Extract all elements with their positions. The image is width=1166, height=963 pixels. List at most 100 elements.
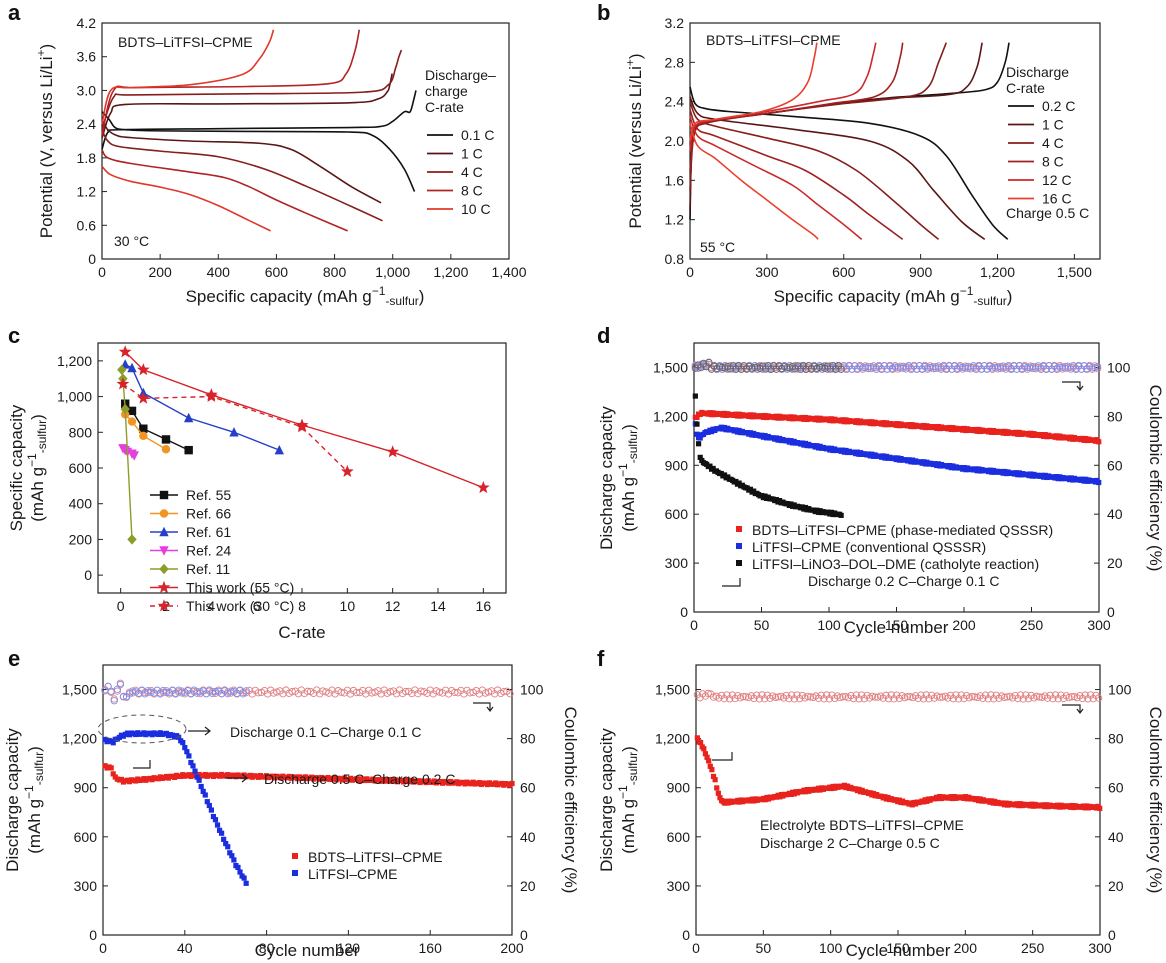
panel-d-ce-point-LiTFSICPMEconventionalQSSSR xyxy=(937,365,945,373)
panel-a-charge-curve-1C xyxy=(101,73,393,139)
panel-d-ytick-label: 0 xyxy=(680,604,688,620)
panel-f-ce-point-BDTSLiTFSICPME xyxy=(871,693,879,701)
panel-b-xtick-label: 0 xyxy=(686,264,694,280)
panel-f-ce-point-BDTSLiTFSICPME xyxy=(1019,695,1027,703)
panel-f-ce-point-BDTSLiTFSICPME xyxy=(917,691,925,699)
panel-f-xtick-label: 300 xyxy=(1088,940,1112,956)
panel-f-ylabel-2: (mAh g−1-sulfur) xyxy=(616,746,640,854)
panel-e-legend-marker xyxy=(292,853,298,859)
panel-a-temperature: 30 °C xyxy=(114,233,149,249)
panel-f-ce-point-BDTSLiTFSICPME xyxy=(911,692,920,700)
panel-f-ce-point-BDTSLiTFSICPME xyxy=(831,694,839,703)
panel-e-capacity-point-LiTFSICPME xyxy=(200,788,206,794)
panel-d-ce-point-LiTFSICPMEconventionalQSSSR xyxy=(972,365,980,373)
panel-d-capacity-point-LiTFSICPMEconventionalQSSSR xyxy=(697,435,703,441)
panel-f-y2tick-label: 100 xyxy=(1108,682,1132,698)
panel-d-right-arrowhead xyxy=(1076,385,1084,391)
panel-d: 0 50 100 150 200 250 30003006009001,2001,50002… xyxy=(597,342,1165,637)
panel-e-ce-point-LiTFSICPME xyxy=(178,689,186,697)
panel-f-ce-point-BDTSLiTFSICPME xyxy=(771,693,780,702)
panel-d-ce-point-LiTFSICPMEconventionalQSSSR xyxy=(905,362,913,370)
panel-c-xtick-label: 14 xyxy=(430,598,446,614)
panel-label-c: c xyxy=(8,323,20,348)
panel-d-capacity-point-LiTFSILiNO3DOLDMEcatholytereaction xyxy=(721,472,728,478)
panel-e-ce-point-BDTSLiTFSICPME xyxy=(319,687,327,695)
panel-c-point-Ref55 xyxy=(161,435,171,444)
panel-c-point-Ref11 xyxy=(127,534,137,545)
panel-c-point-Thiswork30C xyxy=(136,391,150,404)
panel-f-ce-point-BDTSLiTFSICPME xyxy=(822,691,831,699)
panel-f-xtick-label: 0 xyxy=(692,940,700,956)
panel-b-legend-label: 16 C xyxy=(1042,191,1072,207)
panel-a-ytick-label: 1.8 xyxy=(77,150,97,166)
panel-b-xtick-label: 900 xyxy=(909,264,933,280)
panel-b-charge-curve-16C xyxy=(689,42,818,142)
panel-f-capacity-point-BDTSLiTFSICPME xyxy=(697,739,704,746)
panel-d-ce-point-LiTFSICPMEconventionalQSSSR xyxy=(840,361,848,370)
panel-d-ce-point-LiTFSILiNO3DOLDMEcatholytereaction xyxy=(832,365,840,374)
panel-label-e: e xyxy=(8,646,20,671)
panel-c-point-Thiswork55C xyxy=(476,480,490,494)
panel-f-capacity-point-BDTSLiTFSICPME xyxy=(710,773,717,780)
panel-e-capacity-point-LiTFSICPME xyxy=(229,853,235,859)
panel-a-ytick-label: 4.2 xyxy=(77,15,97,31)
panel-d-ce-point-LiTFSICPMEconventionalQSSSR xyxy=(1048,365,1056,373)
panel-f-ce-point-BDTSLiTFSICPME xyxy=(981,691,990,699)
panel-d-legend-label: LiTFSI–CPME (conventional QSSSR) xyxy=(752,539,986,555)
panel-a-ytick-label: 2.4 xyxy=(77,116,97,132)
panel-a-xtick-label: 200 xyxy=(148,264,172,280)
panel-f-ce-point-BDTSLiTFSICPME xyxy=(922,691,930,699)
panel-d-capacity-point-LiTFSILiNO3DOLDMEcatholytereaction xyxy=(695,441,702,447)
panel-d-ce-point-LiTFSICPMEconventionalQSSSR xyxy=(1075,361,1083,370)
panel-e-capacity-point-LiTFSICPME xyxy=(221,836,227,842)
panel-d-ce-point-LiTFSICPMEconventionalQSSSR xyxy=(1042,365,1051,374)
panel-d-ce-point-LiTFSILiNO3DOLDMEcatholytereaction xyxy=(748,364,756,372)
panel-e-capacity-point-LiTFSICPME xyxy=(241,875,247,881)
panel-d-ce-point-LiTFSILiNO3DOLDMEcatholytereaction xyxy=(718,363,726,372)
panel-d-ce-point-LiTFSILiNO3DOLDMEcatholytereaction xyxy=(732,365,740,373)
panel-e-ytick-label: 1,200 xyxy=(62,731,97,747)
panel-e-legend-marker xyxy=(292,870,298,876)
panel-a-legend-title-2: charge xyxy=(425,83,468,99)
panel-c-ytick-label: 600 xyxy=(69,460,93,476)
panel-f-ce-point-BDTSLiTFSICPME xyxy=(984,695,992,703)
panel-f-ce-point-BDTSLiTFSICPME xyxy=(852,691,860,699)
panel-f-y2tick-label: 60 xyxy=(1108,780,1124,796)
panel-f-ce-point-BDTSLiTFSICPME xyxy=(954,695,963,703)
panel-d-ce-point-LiTFSICPMEconventionalQSSSR xyxy=(899,362,907,370)
panel-label-f: f xyxy=(597,646,605,671)
panel-d-ce-point-LiTFSICPMEconventionalQSSSR xyxy=(1010,361,1018,370)
panel-d-ylabel-2: (mAh g−1-sulfur) xyxy=(616,424,640,532)
panel-e-capacity-point-LiTFSICPME xyxy=(235,864,241,871)
panel-d-capacity-point-BDTSLiTFSICPMEphasemediatedQSSSR xyxy=(1096,439,1102,445)
panel-f-annotation-2: Discharge 2 C–Charge 0.5 C xyxy=(760,835,940,851)
panel-d-legend-marker xyxy=(736,543,742,549)
panel-f-xtick-label: 50 xyxy=(756,940,772,956)
panel-f-capacity-point-BDTSLiTFSICPME xyxy=(709,767,715,773)
panel-e-legend-label: BDTS–LiTFSI–CPME xyxy=(308,849,443,865)
panel-e-capacity-point-LiTFSICPME xyxy=(188,759,194,766)
panel-e-y2tick-label: 100 xyxy=(520,682,544,698)
panel-d-xtick-label: 300 xyxy=(1087,617,1111,633)
panel-d-ce-point-LiTFSICPMEconventionalQSSSR xyxy=(1088,364,1096,372)
panel-e-y2tick-label: 0 xyxy=(520,927,528,943)
panel-f-ytick-label: 900 xyxy=(667,780,691,796)
panel-f-ylabel-1: Discharge capacity xyxy=(597,728,616,872)
panel-f-ce-point-BDTSLiTFSICPME xyxy=(903,692,912,701)
panel-e-ytick-label: 300 xyxy=(74,878,98,894)
panel-d-ce-point-LiTFSILiNO3DOLDMEcatholytereaction xyxy=(751,363,759,372)
panel-c-ylabel-1: Specific capacity xyxy=(7,404,26,531)
panel-e-ylabel-1: Discharge capacity xyxy=(3,728,22,872)
panel-f-ytick-label: 1,200 xyxy=(655,731,690,747)
panel-d-ce-point-LiTFSICPMEconventionalQSSSR xyxy=(1037,365,1045,373)
panel-f-right-arrow xyxy=(1062,704,1084,714)
panel-e-arrow-2 xyxy=(225,773,248,783)
panel-e-capacity-point-LiTFSICPME xyxy=(192,768,198,774)
panel-b-ytick-label: 2.4 xyxy=(665,94,685,110)
panel-c-legend-marker xyxy=(159,563,169,575)
panel-f-ce-point-BDTSLiTFSICPME xyxy=(820,695,828,703)
panel-c-xtick-label: 16 xyxy=(476,598,492,614)
panel-a-xtick-label: 1,200 xyxy=(433,264,468,280)
panel-f-y2tick-label: 80 xyxy=(1108,731,1124,747)
